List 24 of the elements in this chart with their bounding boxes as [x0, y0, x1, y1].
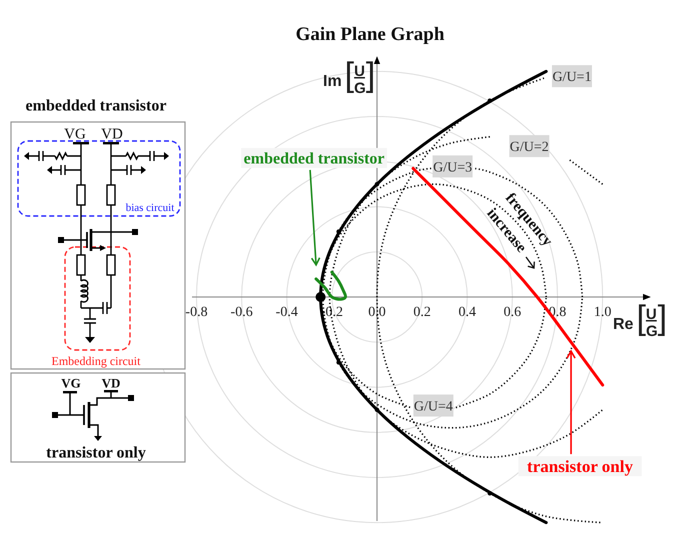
text: transistor only — [527, 457, 634, 476]
x-tick-label: 0.2 — [413, 305, 431, 320]
x-tick-label: 1.0 — [594, 305, 612, 320]
text: VD — [102, 376, 120, 391]
x-tick-label: 0.4 — [458, 305, 476, 320]
series-label: G/U=4 — [414, 400, 453, 415]
text: Embedding circuit — [52, 354, 142, 368]
x-tick-label: -0.6 — [230, 305, 253, 320]
text: VG — [64, 126, 86, 142]
series-label: G/U=1 — [552, 70, 592, 86]
text: bias circuit — [126, 202, 174, 214]
x-tick-label: -0.4 — [276, 305, 298, 320]
x-tick-label: 0.0 — [368, 305, 386, 320]
y-axis-title: Im[$^{U}$$_{G}$] — [323, 56, 376, 97]
x-tick-label: -0.8 — [185, 305, 208, 320]
x-tick-label: 0.6 — [504, 305, 522, 320]
chart-title: Gain Plane Graph — [296, 24, 445, 45]
text: VG — [61, 376, 81, 391]
series-label: G/U=2 — [510, 140, 549, 156]
text: VD — [101, 126, 123, 142]
text: embedded transistor — [26, 98, 166, 115]
x-axis-title: Re[$^{U}$$_{G}$] — [613, 299, 668, 340]
series-label: G/U=3 — [433, 160, 472, 176]
text: transistor only — [46, 444, 146, 462]
